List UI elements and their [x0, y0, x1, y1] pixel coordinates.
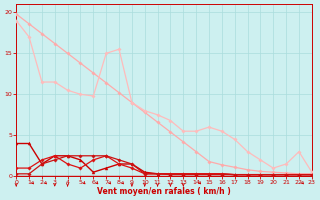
X-axis label: Vent moyen/en rafales ( km/h ): Vent moyen/en rafales ( km/h )	[97, 187, 231, 196]
